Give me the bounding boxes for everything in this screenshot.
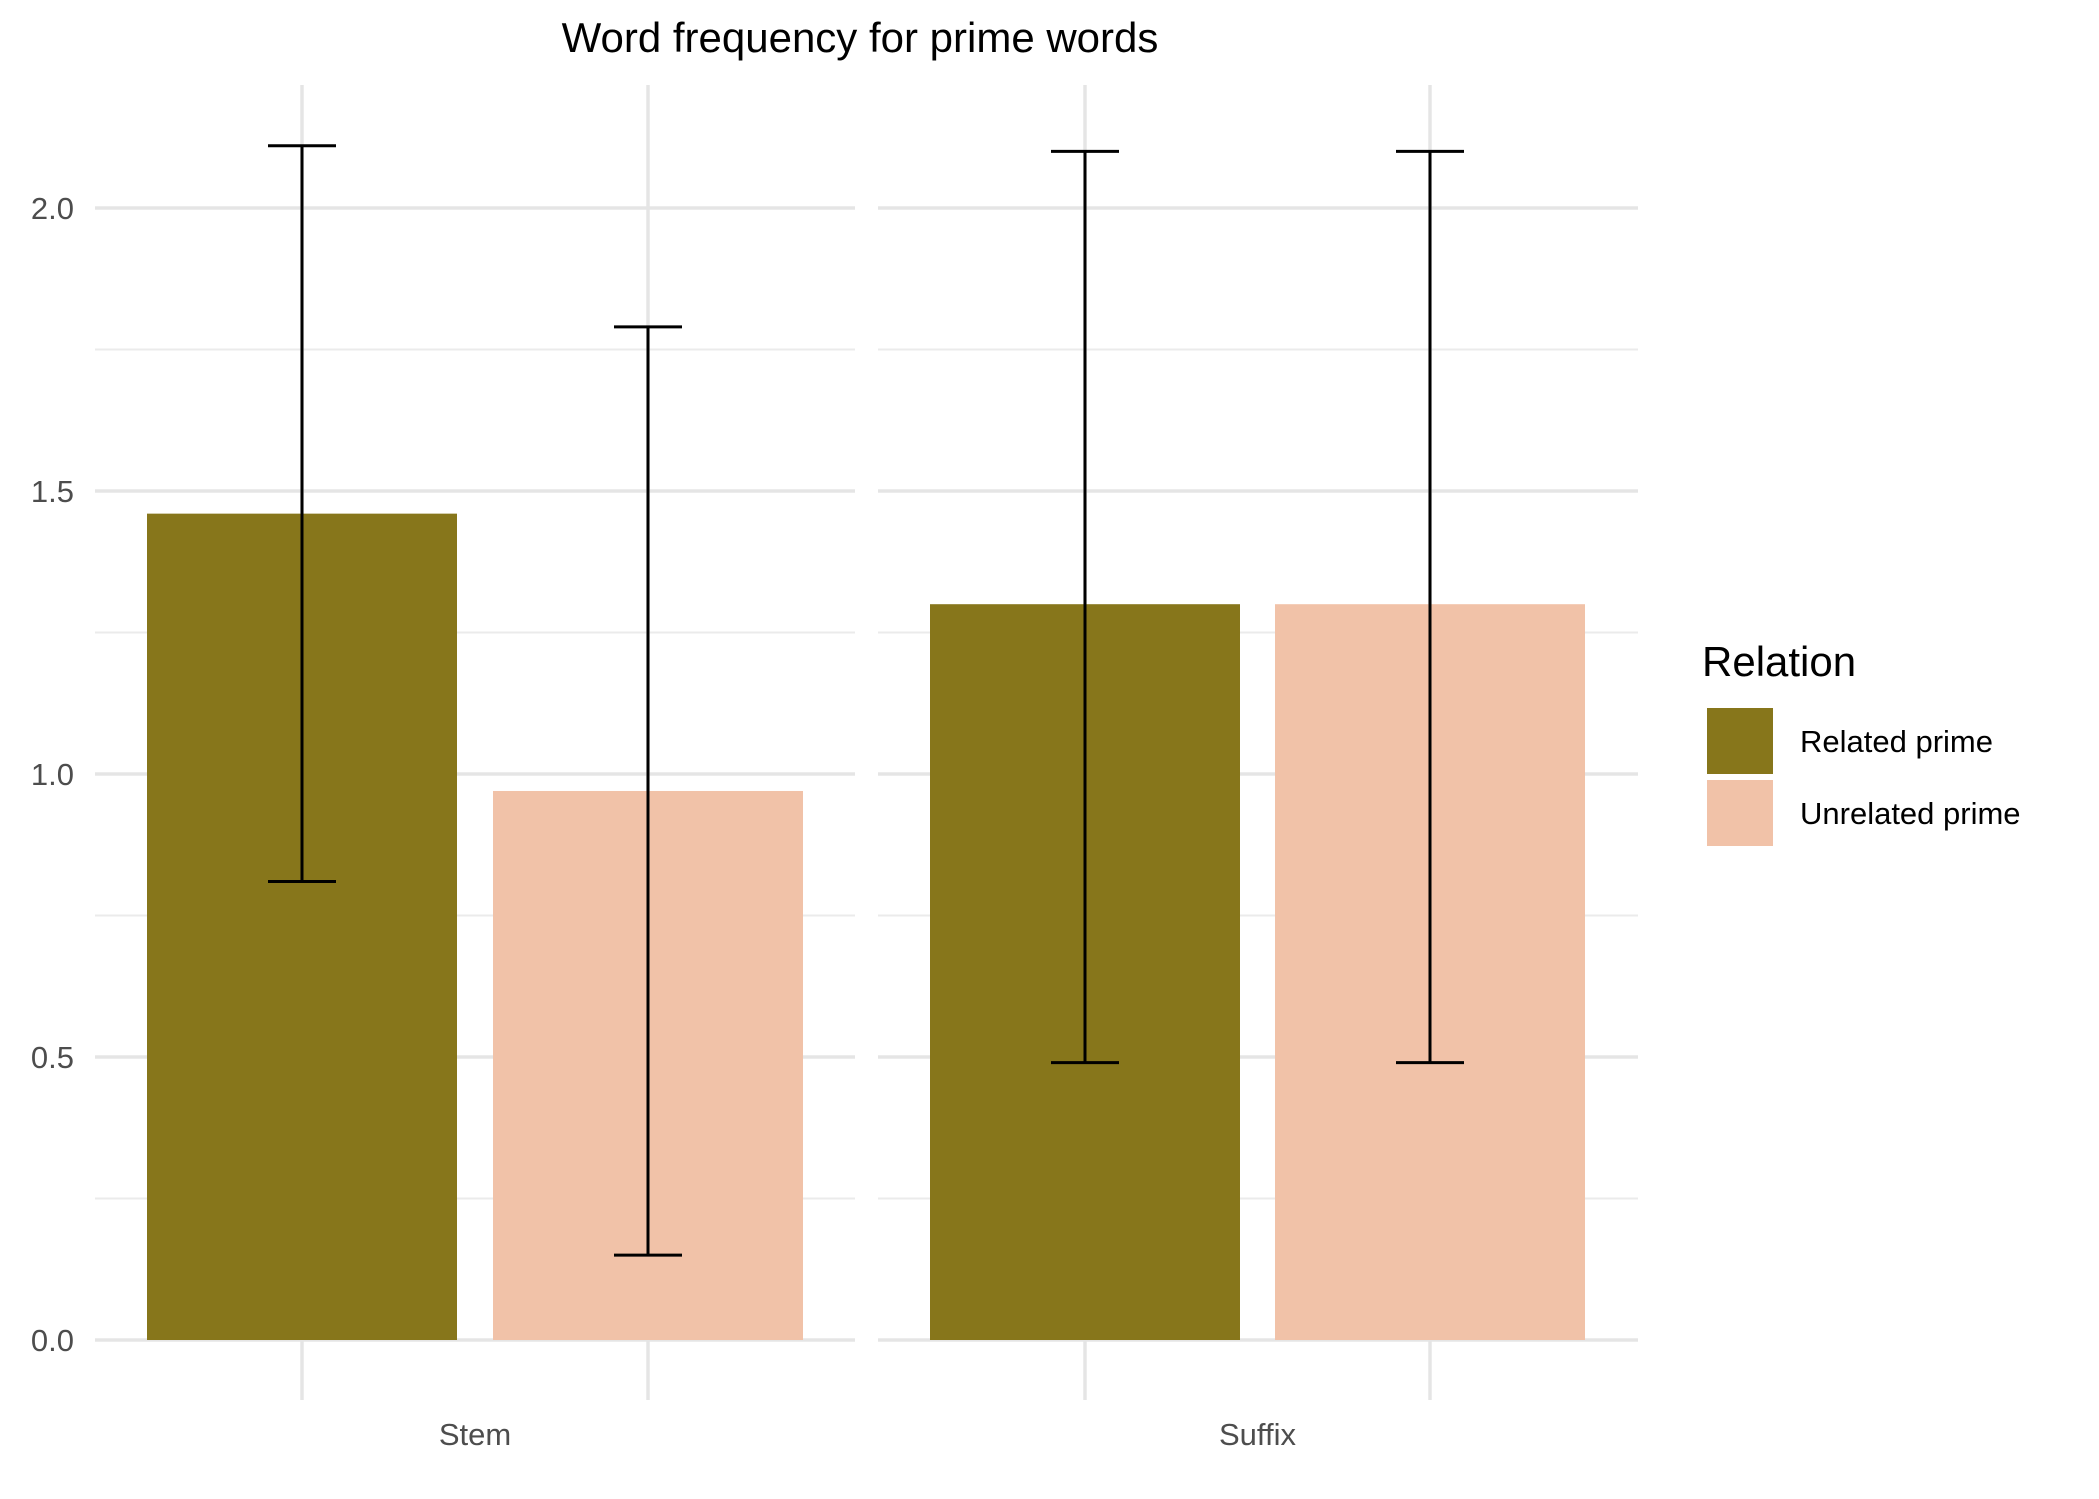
y-tick-label: 1.5: [31, 474, 74, 509]
legend-label: Related prime: [1800, 724, 1993, 759]
y-tick-label: 2.0: [31, 191, 74, 226]
plot-area: 0.0 0.5 1.0 1.5 2.0 Stem Suffix: [31, 85, 1638, 1452]
y-tick-label: 0.0: [31, 1323, 74, 1358]
legend: Relation Related prime Unrelated prime: [1702, 638, 2021, 846]
legend-swatch: [1707, 708, 1773, 774]
y-tick-label: 1.0: [31, 757, 74, 792]
legend-swatch: [1707, 780, 1773, 846]
legend-title: Relation: [1702, 638, 1856, 685]
x-panel-label: Stem: [439, 1417, 511, 1452]
x-panel-label: Suffix: [1219, 1417, 1296, 1452]
legend-label: Unrelated prime: [1800, 796, 2021, 831]
chart-title: Word frequency for prime words: [562, 14, 1159, 61]
y-tick-label: 0.5: [31, 1040, 74, 1075]
